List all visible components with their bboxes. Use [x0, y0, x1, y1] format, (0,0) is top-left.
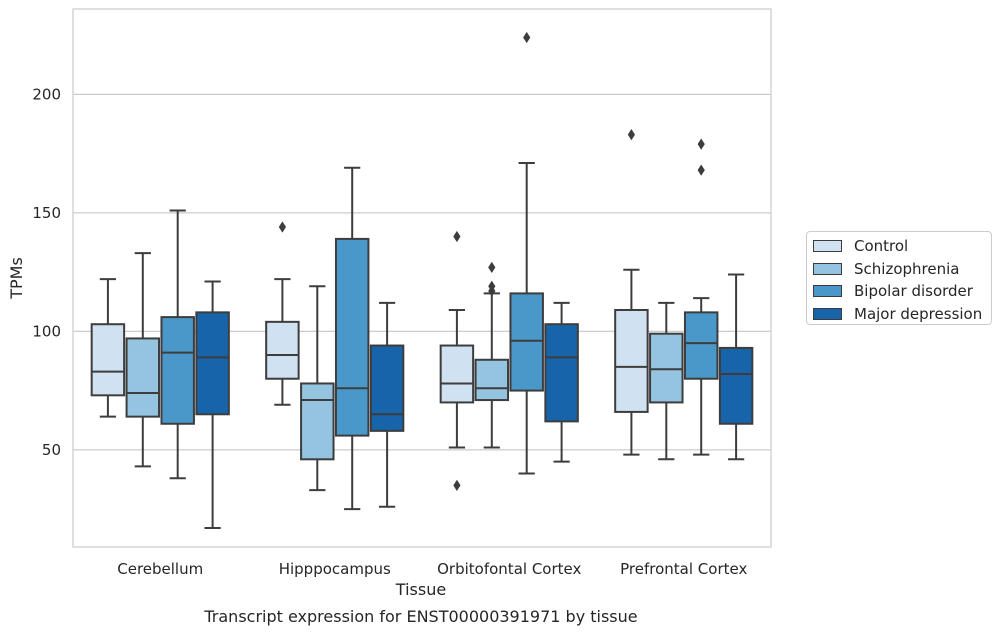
y-tick-label: 50 [42, 441, 61, 459]
box-iqr [195, 311, 230, 416]
box-2-2 [509, 31, 544, 475]
x-tick-label: Hipppocampus [279, 560, 391, 578]
legend-swatch [813, 285, 842, 298]
outlier-marker [278, 221, 286, 233]
box-iqr [683, 311, 719, 380]
box-iqr [718, 346, 754, 425]
outlier-marker [453, 230, 461, 243]
box-3-3 [718, 273, 754, 461]
legend-swatch [813, 240, 842, 253]
outlier-marker [697, 164, 705, 176]
legend-swatch [813, 262, 842, 275]
y-tick-labels: 50 100 150 200 [32, 85, 61, 459]
box-1-1 [300, 285, 335, 492]
legend-item: Control [813, 235, 991, 258]
box-0-2 [439, 230, 475, 492]
legend-label: Bipolar disorder [854, 282, 973, 301]
box-3-0 [195, 280, 230, 530]
x-axis-title: Tissue [395, 580, 446, 599]
box-iqr [614, 308, 649, 413]
legend-item: Major depression [813, 303, 991, 326]
outlier-marker [523, 31, 531, 44]
box-0-0 [90, 278, 126, 418]
y-axis-title: TPMs [7, 257, 26, 300]
box-iqr [509, 292, 544, 392]
box-iqr [474, 358, 510, 402]
legend-label: Schizophrenia [854, 259, 960, 278]
box-iqr [544, 323, 579, 423]
box-groups [90, 31, 754, 530]
box-iqr [90, 323, 126, 397]
box-iqr [334, 237, 370, 437]
legend-label: Major depression [854, 304, 983, 323]
outlier-marker [488, 261, 496, 273]
box-2-0 [160, 209, 195, 480]
box-0-1 [265, 221, 300, 406]
box-iqr [300, 382, 335, 461]
box-3-1 [369, 301, 405, 508]
box-iqr [649, 332, 684, 404]
box-1-3 [649, 301, 684, 461]
outlier-marker [627, 128, 635, 141]
box-2-3 [683, 138, 719, 456]
y-tick-label: 100 [32, 322, 61, 340]
outlier-marker [453, 479, 461, 492]
box-iqr [369, 344, 405, 432]
chart-title: Transcript expression for ENST0000039197… [203, 607, 637, 626]
box-0-3 [614, 128, 649, 456]
legend-swatch [813, 307, 842, 320]
y-tick-label: 200 [32, 85, 61, 103]
outlier-marker [697, 138, 705, 150]
box-2-1 [334, 166, 370, 511]
box-1-0 [125, 252, 161, 468]
plot-frame [72, 8, 772, 548]
legend-item: Schizophrenia [813, 258, 991, 281]
box-iqr [125, 337, 161, 418]
x-tick-labels: Cerebellum Hipppocampus Orbitofontal Corte… [117, 560, 747, 578]
box-iqr [160, 316, 195, 425]
legend: Control Schizophrenia Bipolar disorder Majo… [806, 231, 992, 325]
box-iqr [439, 344, 475, 404]
x-tick-label: Prefrontal Cortex [620, 560, 747, 578]
box-1-2 [474, 261, 510, 449]
box-3-2 [544, 301, 579, 463]
x-tick-label: Orbitofontal Cortex [437, 560, 581, 578]
outlier-marker [488, 285, 496, 297]
y-tick-label: 150 [32, 204, 61, 222]
x-tick-label: Cerebellum [117, 560, 203, 578]
box-iqr [265, 320, 300, 380]
legend-item: Bipolar disorder [813, 280, 991, 303]
legend-label: Control [854, 237, 909, 256]
